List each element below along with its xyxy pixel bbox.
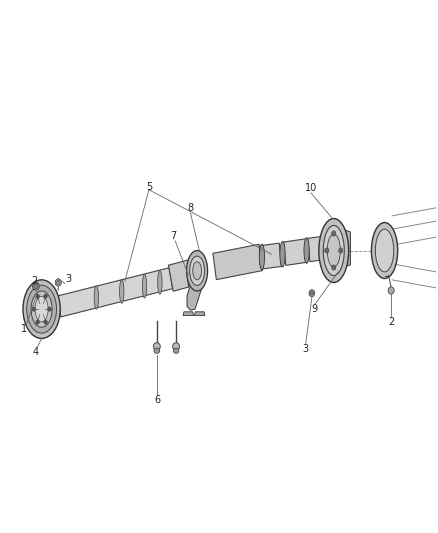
Ellipse shape bbox=[173, 348, 179, 353]
Ellipse shape bbox=[158, 271, 162, 294]
Polygon shape bbox=[213, 244, 262, 280]
Polygon shape bbox=[194, 312, 205, 316]
Text: 4: 4 bbox=[33, 347, 39, 357]
Ellipse shape bbox=[280, 241, 285, 267]
Text: 8: 8 bbox=[187, 203, 194, 213]
Text: 6: 6 bbox=[155, 395, 161, 405]
Ellipse shape bbox=[319, 219, 349, 282]
Ellipse shape bbox=[187, 251, 208, 291]
Ellipse shape bbox=[327, 234, 340, 267]
Text: 3: 3 bbox=[65, 274, 71, 284]
Text: 10: 10 bbox=[305, 183, 317, 192]
Ellipse shape bbox=[35, 296, 48, 322]
Circle shape bbox=[44, 294, 47, 298]
Ellipse shape bbox=[371, 223, 398, 278]
Polygon shape bbox=[169, 260, 193, 291]
Ellipse shape bbox=[57, 280, 60, 285]
Ellipse shape bbox=[23, 280, 60, 338]
Ellipse shape bbox=[55, 279, 61, 286]
Text: 9: 9 bbox=[311, 304, 318, 314]
Circle shape bbox=[36, 294, 39, 298]
Ellipse shape bbox=[154, 348, 159, 353]
Polygon shape bbox=[283, 239, 308, 265]
Ellipse shape bbox=[388, 287, 394, 294]
Ellipse shape bbox=[375, 229, 394, 272]
Text: 3: 3 bbox=[303, 344, 309, 354]
Ellipse shape bbox=[120, 280, 124, 303]
Ellipse shape bbox=[310, 291, 314, 295]
Polygon shape bbox=[308, 236, 329, 262]
Ellipse shape bbox=[94, 286, 99, 309]
Polygon shape bbox=[57, 268, 173, 317]
Polygon shape bbox=[260, 243, 281, 269]
Ellipse shape bbox=[31, 291, 52, 327]
Text: 1: 1 bbox=[21, 325, 27, 334]
Ellipse shape bbox=[34, 284, 38, 289]
Polygon shape bbox=[187, 272, 204, 310]
Circle shape bbox=[332, 265, 336, 270]
Text: 5: 5 bbox=[146, 182, 152, 191]
Ellipse shape bbox=[309, 290, 314, 296]
Circle shape bbox=[332, 231, 336, 236]
Ellipse shape bbox=[190, 256, 205, 286]
Circle shape bbox=[36, 320, 39, 324]
Circle shape bbox=[339, 248, 343, 253]
Ellipse shape bbox=[33, 282, 39, 290]
Circle shape bbox=[48, 307, 51, 311]
Ellipse shape bbox=[173, 343, 180, 350]
Ellipse shape bbox=[142, 274, 147, 298]
Ellipse shape bbox=[304, 238, 309, 263]
Ellipse shape bbox=[193, 262, 201, 280]
Circle shape bbox=[44, 320, 47, 324]
Ellipse shape bbox=[27, 285, 57, 333]
Polygon shape bbox=[328, 225, 350, 272]
Ellipse shape bbox=[259, 244, 265, 270]
Ellipse shape bbox=[323, 225, 344, 276]
Circle shape bbox=[32, 307, 35, 311]
Polygon shape bbox=[183, 312, 194, 316]
Text: 2: 2 bbox=[388, 318, 394, 327]
Circle shape bbox=[325, 248, 329, 253]
Ellipse shape bbox=[153, 343, 160, 350]
Text: 2: 2 bbox=[31, 276, 37, 286]
Text: 7: 7 bbox=[170, 231, 176, 241]
